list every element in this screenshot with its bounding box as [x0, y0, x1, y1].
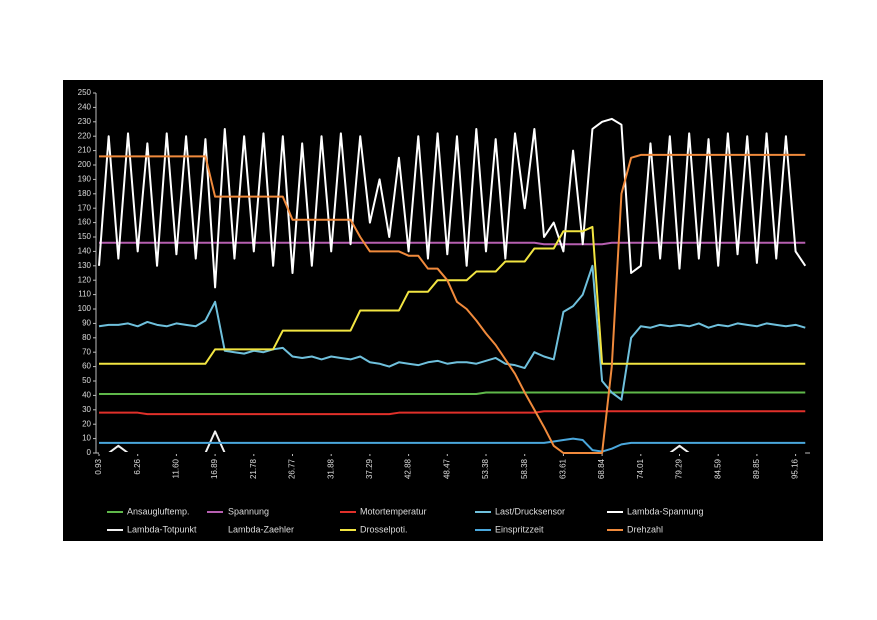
y-tick-label: 200 [78, 160, 92, 169]
x-tick-label: 48.47 [442, 458, 451, 479]
y-tick-label: 20 [82, 419, 91, 428]
x-tick-label: 0.93 [94, 458, 103, 474]
y-tick-label: 170 [78, 203, 92, 212]
x-tick-label: 16.89 [210, 458, 219, 479]
x-tick-label: 74.01 [636, 458, 645, 479]
x-tick-label: 31.88 [326, 458, 335, 479]
x-tick-label: 53.38 [481, 458, 490, 479]
legend-label: Drosselpoti. [360, 524, 408, 534]
y-tick-label: 50 [82, 376, 91, 385]
series-line [99, 391, 806, 395]
series-line [99, 410, 806, 416]
x-tick-label: 63.61 [559, 458, 568, 479]
y-tick-label: 60 [82, 362, 91, 371]
x-tick-label: 37.29 [365, 458, 374, 479]
y-tick-label: 180 [78, 189, 92, 198]
y-tick-label: 80 [82, 333, 91, 342]
y-tick-label: 210 [78, 146, 92, 155]
y-tick-label: 150 [78, 232, 92, 241]
y-tick-label: 240 [78, 103, 92, 112]
x-tick-label: 68.84 [597, 458, 606, 479]
y-tick-label: 230 [78, 117, 92, 126]
y-tick-label: 120 [78, 275, 92, 284]
series-line [99, 241, 806, 246]
series-line [99, 437, 806, 453]
legend-label: Einspritzzeit [495, 524, 544, 534]
y-tick-label: 160 [78, 218, 92, 227]
x-tick-label: 26.77 [288, 458, 297, 479]
x-tick-label: 79.29 [675, 458, 684, 479]
x-tick-label: 95.16 [791, 458, 800, 479]
legend-label: Spannung [228, 506, 269, 516]
x-tick-label: 21.78 [249, 458, 258, 479]
y-tick-label: 110 [78, 290, 91, 299]
legend-label: Ansaugluftemp. [127, 506, 190, 516]
y-tick-label: 190 [78, 175, 92, 184]
y-tick-label: 90 [82, 319, 91, 328]
y-tick-label: 140 [78, 247, 92, 256]
legend-label: Drehzahl [627, 524, 663, 534]
x-tick-label: 84.59 [713, 458, 722, 479]
y-tick-label: 40 [82, 391, 91, 400]
y-tick-label: 70 [82, 347, 91, 356]
y-tick-label: 220 [78, 131, 92, 140]
y-tick-label: 0 [87, 448, 92, 457]
series-line [99, 153, 806, 454]
legend-label: Lambda-Totpunkt [127, 524, 197, 534]
x-tick-label: 89.85 [752, 458, 761, 479]
legend-label: Lambda-Zaehler [228, 524, 294, 534]
series-line [98, 264, 806, 401]
series-line [99, 225, 806, 365]
x-tick-label: 6.26 [133, 458, 142, 474]
y-tick-label: 30 [82, 405, 91, 414]
x-tick-label: 42.88 [404, 458, 413, 479]
legend-label: Motortemperatur [360, 506, 427, 516]
y-tick-label: 250 [78, 88, 92, 97]
x-tick-label: 58.38 [520, 458, 529, 479]
x-tick-label: 11.60 [172, 458, 181, 478]
y-tick-label: 100 [78, 304, 92, 313]
y-tick-label: 10 [82, 434, 91, 443]
y-tick-label: 130 [78, 261, 92, 270]
legend-label: Lambda-Spannung [627, 506, 704, 516]
legend-label: Last/Drucksensor [495, 506, 565, 516]
